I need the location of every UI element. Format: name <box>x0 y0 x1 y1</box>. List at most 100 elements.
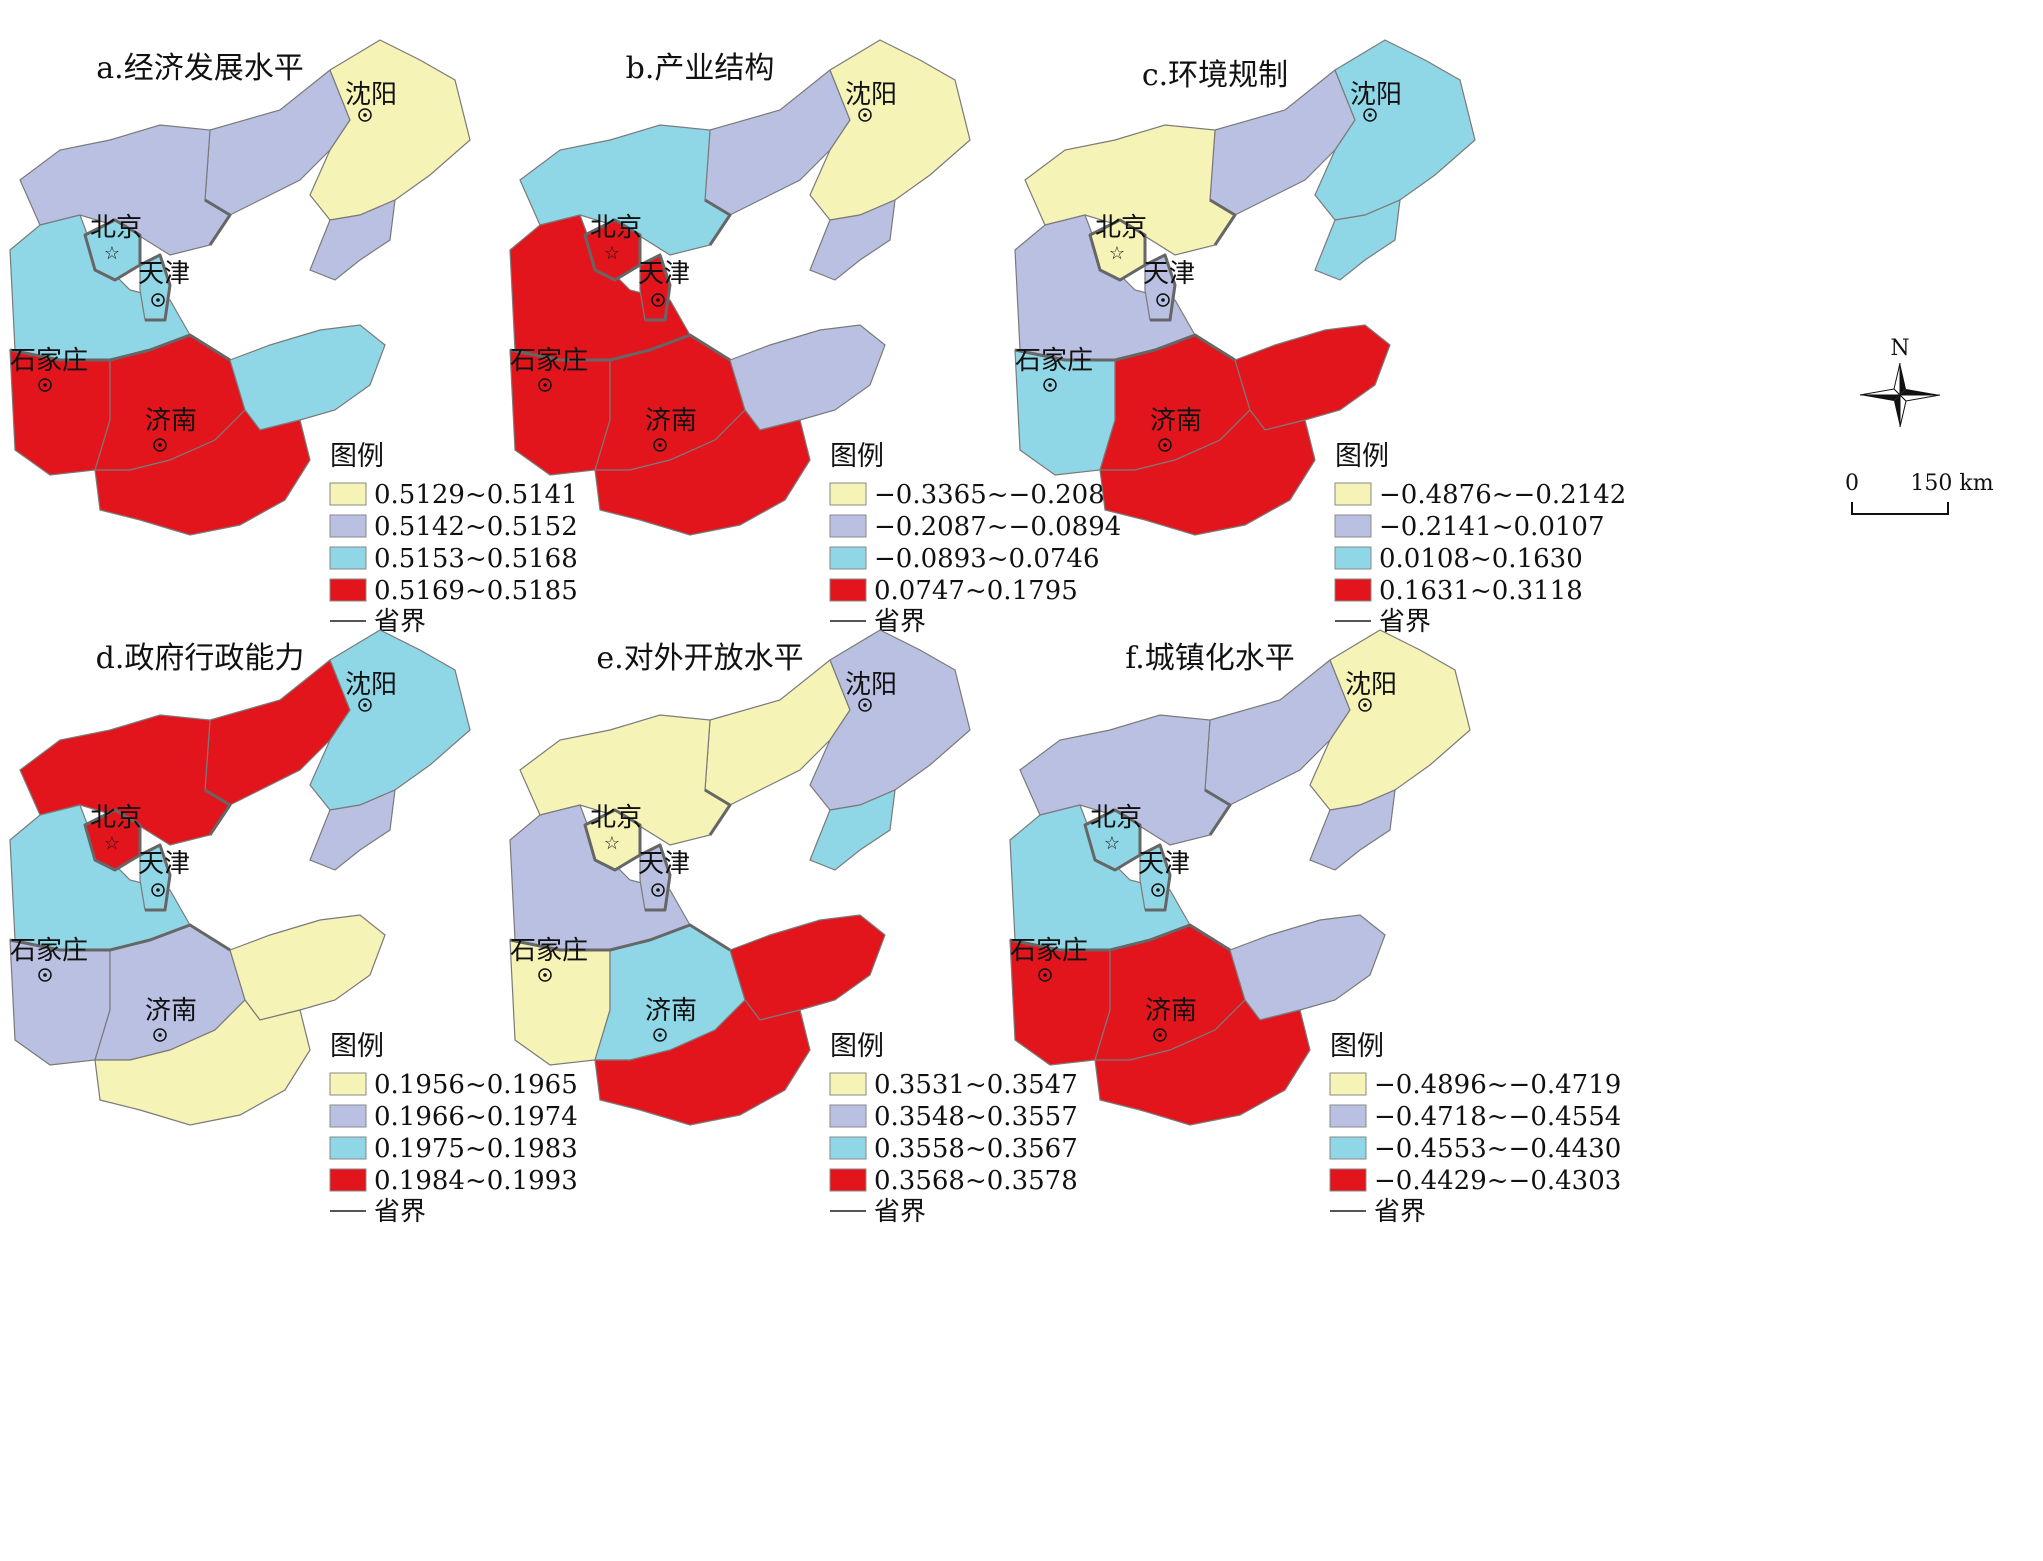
legend-swatch-lavender <box>829 514 867 538</box>
city-marker-icon <box>651 293 665 307</box>
legend-border-label: 省界 <box>1374 1197 1426 1227</box>
region-shandong-s <box>594 409 811 536</box>
province-border <box>639 253 672 322</box>
city-dot <box>158 443 162 447</box>
province-border <box>1204 788 1232 836</box>
city-label-shenyang: 沈阳 <box>1350 80 1402 110</box>
legend-label: −0.3365~−0.2088 <box>874 480 1121 510</box>
city-label-beijing: 北京 <box>590 803 642 833</box>
city-marker-icon <box>1158 438 1172 452</box>
map-panel-6: 沈阳☆北京天津石家庄济南f.城镇化水平图例−0.4896~−0.4719−0.4… <box>1009 629 1621 1227</box>
city-marker-icon <box>653 438 667 452</box>
legend-label: 0.3568~0.3578 <box>874 1166 1078 1196</box>
city-dot <box>863 113 867 117</box>
city-label-tianjin: 天津 <box>1138 849 1190 879</box>
city-label-shenyang: 沈阳 <box>345 80 397 110</box>
legend-swatch-lavender <box>829 1104 867 1128</box>
city-dot <box>863 703 867 707</box>
region-shandong-s <box>1099 409 1316 536</box>
legend-label: 0.1975~0.1983 <box>374 1134 578 1164</box>
city-label-shijiazhuang: 石家庄 <box>10 346 88 376</box>
legend-swatch-lavender <box>329 514 367 538</box>
province-border <box>9 938 110 952</box>
region-shandong-s <box>94 999 311 1126</box>
legend-swatch-yellow <box>1334 482 1372 506</box>
province-border <box>1209 198 1237 246</box>
legend-swatch-red <box>1334 578 1372 602</box>
city-label-tianjin: 天津 <box>138 849 190 879</box>
legend-label: 0.5169~0.5185 <box>374 576 578 606</box>
legend-border-label: 省界 <box>374 1197 426 1227</box>
capital-star-icon: ☆ <box>604 833 620 854</box>
city-marker-icon <box>1038 968 1052 982</box>
legend-swatch-lavender <box>329 1104 367 1128</box>
region-liaoning-s <box>1314 199 1401 281</box>
province-border <box>1114 333 1236 362</box>
city-dot <box>1368 113 1372 117</box>
legend-title: 图例 <box>830 1031 884 1062</box>
province-border <box>204 788 232 836</box>
city-dot <box>43 973 47 977</box>
city-label-shijiazhuang: 石家庄 <box>1010 936 1088 966</box>
city-label-tianjin: 天津 <box>638 259 690 289</box>
city-label-jinan: 济南 <box>645 406 697 436</box>
city-label-shijiazhuang: 石家庄 <box>10 936 88 966</box>
legend-label: 0.3558~0.3567 <box>874 1134 1078 1164</box>
province-border <box>139 253 172 322</box>
city-marker-icon <box>1151 883 1165 897</box>
province-border <box>704 198 732 246</box>
legend-swatch-yellow <box>829 1072 867 1096</box>
legend: 图例 0.3531~0.35470.3548~0.35570.3558~0.356… <box>829 1031 1078 1227</box>
city-marker-icon <box>1358 698 1372 712</box>
province-border <box>139 843 172 912</box>
city-marker-icon <box>1363 108 1377 122</box>
legend-swatch-yellow <box>829 482 867 506</box>
city-dot <box>363 703 367 707</box>
legend-label: 0.1631~0.3118 <box>1379 576 1583 606</box>
city-label-shijiazhuang: 石家庄 <box>510 936 588 966</box>
city-label-beijing: 北京 <box>590 213 642 243</box>
city-dot <box>1363 703 1367 707</box>
province-border <box>639 843 672 912</box>
city-marker-icon <box>153 438 167 452</box>
north-label: N <box>1890 336 1909 361</box>
legend-swatch-cyan <box>1334 546 1372 570</box>
city-dot <box>1043 973 1047 977</box>
city-dot <box>1048 383 1052 387</box>
region-liaoning-s <box>1309 789 1396 871</box>
city-label-beijing: 北京 <box>1090 803 1142 833</box>
city-marker-icon <box>1156 293 1170 307</box>
legend: 图例 0.1956~0.19650.1966~0.19740.1975~0.198… <box>329 1031 578 1227</box>
legend-swatch-red <box>1329 1168 1367 1192</box>
city-label-shijiazhuang: 石家庄 <box>510 346 588 376</box>
city-label-beijing: 北京 <box>90 803 142 833</box>
province-border <box>1144 253 1177 322</box>
legend-swatch-lavender <box>1334 514 1372 538</box>
legend-title: 图例 <box>330 1031 384 1062</box>
legend-label: 0.3548~0.3557 <box>874 1102 1078 1132</box>
legend-swatch-yellow <box>329 1072 367 1096</box>
panel-title: d.政府行政能力 <box>96 641 305 676</box>
legend-title: 图例 <box>1335 441 1389 472</box>
province-border <box>9 348 110 362</box>
city-marker-icon <box>358 108 372 122</box>
panel-title: f.城镇化水平 <box>1125 641 1295 676</box>
city-dot <box>363 113 367 117</box>
city-dot <box>543 973 547 977</box>
legend-label: 0.1956~0.1965 <box>374 1070 578 1100</box>
province-border <box>609 923 731 952</box>
legend-swatch-cyan <box>1329 1136 1367 1160</box>
city-marker-icon <box>858 108 872 122</box>
scale-bar: 0 150 km <box>1845 471 1994 515</box>
city-label-jinan: 济南 <box>645 996 697 1026</box>
legend-swatch-yellow <box>329 482 367 506</box>
region-liaoning-s <box>309 199 396 281</box>
city-dot <box>656 298 660 302</box>
city-dot <box>1158 1033 1162 1037</box>
legend-swatch-yellow <box>1329 1072 1367 1096</box>
